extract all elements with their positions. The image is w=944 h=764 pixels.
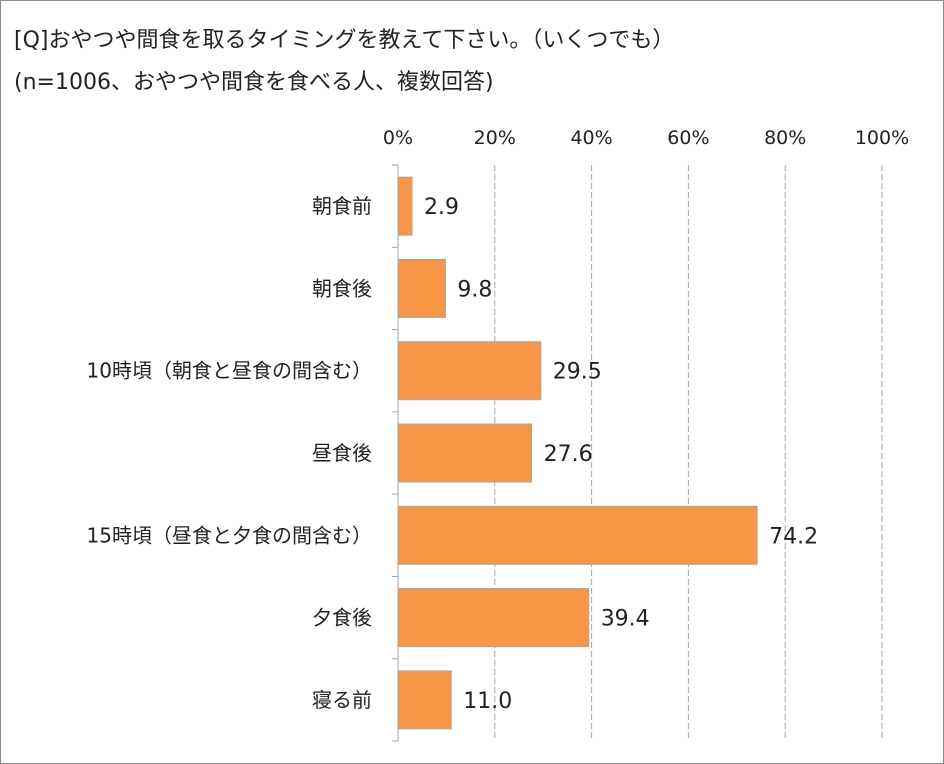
category-label: 夕食後	[312, 606, 372, 630]
bar	[397, 505, 758, 565]
bar	[397, 341, 542, 401]
x-tick-label: 20%	[474, 127, 516, 149]
bar	[397, 423, 533, 483]
category-label: 昼食後	[312, 441, 372, 465]
data-label: 39.4	[601, 607, 650, 632]
bar	[397, 258, 446, 318]
data-label: 27.6	[544, 442, 593, 467]
bar	[397, 588, 590, 648]
x-tick-label: 0%	[383, 127, 413, 149]
data-label: 2.9	[424, 195, 459, 220]
x-tick-label: 80%	[764, 127, 806, 149]
category-label: 朝食前	[312, 194, 372, 218]
bar	[397, 176, 413, 236]
data-labels: 2.9 9.8 29.5 27.6 74.2 39.4 11.0	[424, 195, 818, 714]
category-label: 寝る前	[312, 688, 372, 712]
x-tick-label: 40%	[570, 127, 612, 149]
category-label: 10時頃（朝食と昼食の間含む）	[87, 359, 372, 383]
chart-subtitle: (n=1006、おやつや間食を食べる人、複数回答)	[14, 70, 494, 95]
x-tick-labels: 0% 20% 40% 60% 80% 100%	[383, 127, 909, 149]
chart-title: [Q]おやつや間食を取るタイミングを教えて下さい。（いくつでも）	[14, 28, 675, 53]
category-label: 朝食後	[312, 276, 372, 300]
bars	[397, 176, 758, 730]
data-label: 11.0	[463, 689, 512, 714]
bar	[397, 670, 452, 730]
data-label: 74.2	[769, 524, 818, 549]
x-tick-label: 100%	[855, 127, 909, 149]
data-label: 9.8	[457, 277, 492, 302]
x-tick-label: 60%	[667, 127, 709, 149]
data-label: 29.5	[553, 360, 602, 385]
category-label: 15時頃（昼食と夕食の間含む）	[87, 523, 372, 547]
